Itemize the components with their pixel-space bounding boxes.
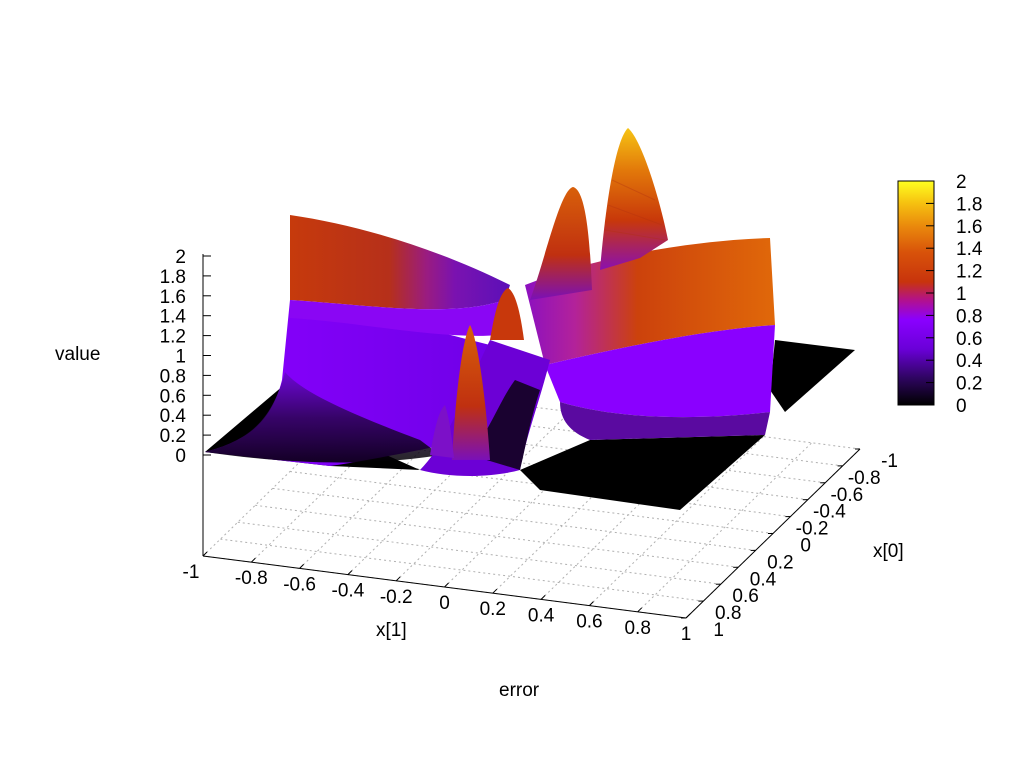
- y-tick-label: 0.4: [750, 569, 777, 590]
- surface-peak-middle: [530, 187, 592, 300]
- y-tick-label: 0.6: [732, 586, 758, 607]
- colorbar-tick-label: 1: [956, 284, 967, 305]
- y-axis-ticks: -1-0.8-0.6-0.4-0.20 0.20.40.60.81: [681, 448, 898, 641]
- colorbar-tick-label: 1.8: [956, 194, 982, 215]
- x-tick: [685, 613, 691, 619]
- grid-line-y: [237, 521, 721, 585]
- x-axis-ticks: -1 -0.8 -0.6 -0.4 -0.2 0 0.2 0.4 0.6 0.8 1: [183, 551, 692, 645]
- colorbar-tick-label: 1.6: [956, 217, 982, 238]
- z-tick-label: 0.8: [160, 366, 186, 387]
- surface-right-band: [545, 325, 775, 418]
- grid-line-x: [540, 430, 716, 600]
- surface-floor-right: [520, 435, 765, 510]
- y-tick-label: -0.6: [830, 485, 863, 506]
- colorbar-tick-label: 1.4: [956, 239, 983, 260]
- colorbar: 00.20.40.60.811.21.41.61.82: [897, 172, 983, 417]
- x-tick: [347, 570, 353, 575]
- colorbar-ticks: 00.20.40.60.811.21.41.61.82: [926, 172, 983, 417]
- y-tick-label: 0.8: [715, 603, 741, 624]
- x-tick-label: -1: [183, 562, 200, 583]
- x-tick-label: 0: [439, 593, 450, 614]
- x-tick: [492, 588, 498, 594]
- x-tick-label: -0.4: [332, 581, 365, 602]
- x-tick: [202, 551, 208, 557]
- colorbar-tick-label: 1.2: [956, 262, 982, 283]
- grid-line-x: [492, 423, 668, 594]
- x-tick: [395, 576, 401, 582]
- z-tick-label: 0.6: [160, 386, 186, 407]
- grid-line-y: [255, 504, 739, 568]
- surface-right-shade: [560, 402, 770, 440]
- z-tick-label: 0.2: [160, 426, 186, 447]
- surface: [205, 128, 855, 510]
- grid-line-x: [250, 392, 426, 563]
- z-tick-label: 1.8: [160, 267, 186, 288]
- y-tick-label: -1: [881, 451, 898, 472]
- colorbar-tick-label: 2: [956, 172, 967, 193]
- z-tick-label: 0: [175, 446, 186, 467]
- x-tick-label: -0.8: [235, 568, 268, 589]
- x-tick-label: 0.4: [528, 605, 555, 626]
- y-tick-label: 0.2: [767, 552, 793, 573]
- z-axis-ticks: 00.20.40.60.811.21.41.61.82: [160, 247, 211, 467]
- y-tick-label: -0.8: [848, 468, 881, 489]
- x-tick-label: -0.6: [283, 574, 316, 595]
- colorbar-tick-label: 0.6: [956, 329, 982, 350]
- x-axis-label: x[1]: [376, 620, 407, 641]
- surface-bump-3: [490, 288, 524, 340]
- colorbar-tick-label: 0.4: [956, 351, 983, 372]
- z-tick-label: 1.6: [160, 287, 186, 308]
- grid-line-x: [444, 417, 619, 588]
- grid-line-y: [220, 538, 704, 602]
- y-axis-label: x[0]: [873, 541, 904, 562]
- surface-peak-tall-stripes: [604, 179, 666, 241]
- x-tick: [299, 564, 304, 569]
- x-tick: [250, 557, 256, 563]
- z-tick-label: 1.2: [160, 327, 186, 348]
- z-tick-label: 0.4: [160, 406, 187, 427]
- y-tick-label: -0.2: [796, 519, 829, 540]
- surface-peak-tall: [600, 128, 668, 270]
- z-tick-label: 2: [175, 247, 186, 268]
- x-tick: [589, 601, 594, 606]
- grid-line-x: [589, 436, 764, 606]
- z-tick-label: 1: [175, 347, 186, 368]
- surface-floor-far: [770, 340, 855, 412]
- colorbar-tick-label: 0.2: [956, 374, 982, 395]
- x-tick: [637, 607, 643, 613]
- surface-bump-1: [452, 325, 490, 460]
- x-tick-label: -0.2: [380, 587, 413, 608]
- grid-line-x: [637, 442, 813, 613]
- surface-left-shadow: [205, 372, 440, 463]
- x-tick-label: 0.8: [624, 618, 650, 639]
- x-tick-label: 1: [681, 624, 692, 645]
- y-tick-label: -0.4: [813, 502, 846, 523]
- surface-left-band: [290, 300, 505, 336]
- grid-line-x: [395, 411, 571, 582]
- surface-bump-2: [430, 405, 454, 458]
- grid-line-x: [299, 399, 474, 569]
- grid-line-y: [272, 487, 756, 551]
- z-tick-label: 1.4: [160, 307, 187, 328]
- x-tick-label: 0.2: [480, 599, 506, 620]
- y-tick-label: 0: [800, 536, 811, 557]
- surface-left-wall: [290, 215, 510, 310]
- x-tick: [540, 595, 546, 600]
- grid-line-y: [289, 471, 774, 534]
- colorbar-tick-label: 0: [956, 396, 967, 417]
- x-tick: [444, 582, 449, 588]
- z-axis-label: value: [55, 344, 100, 365]
- footer-label: error: [499, 680, 540, 701]
- y-tick-label: 1: [713, 620, 724, 641]
- colorbar-tick-label: 0.8: [956, 306, 982, 327]
- x-tick-label: 0.6: [576, 612, 602, 633]
